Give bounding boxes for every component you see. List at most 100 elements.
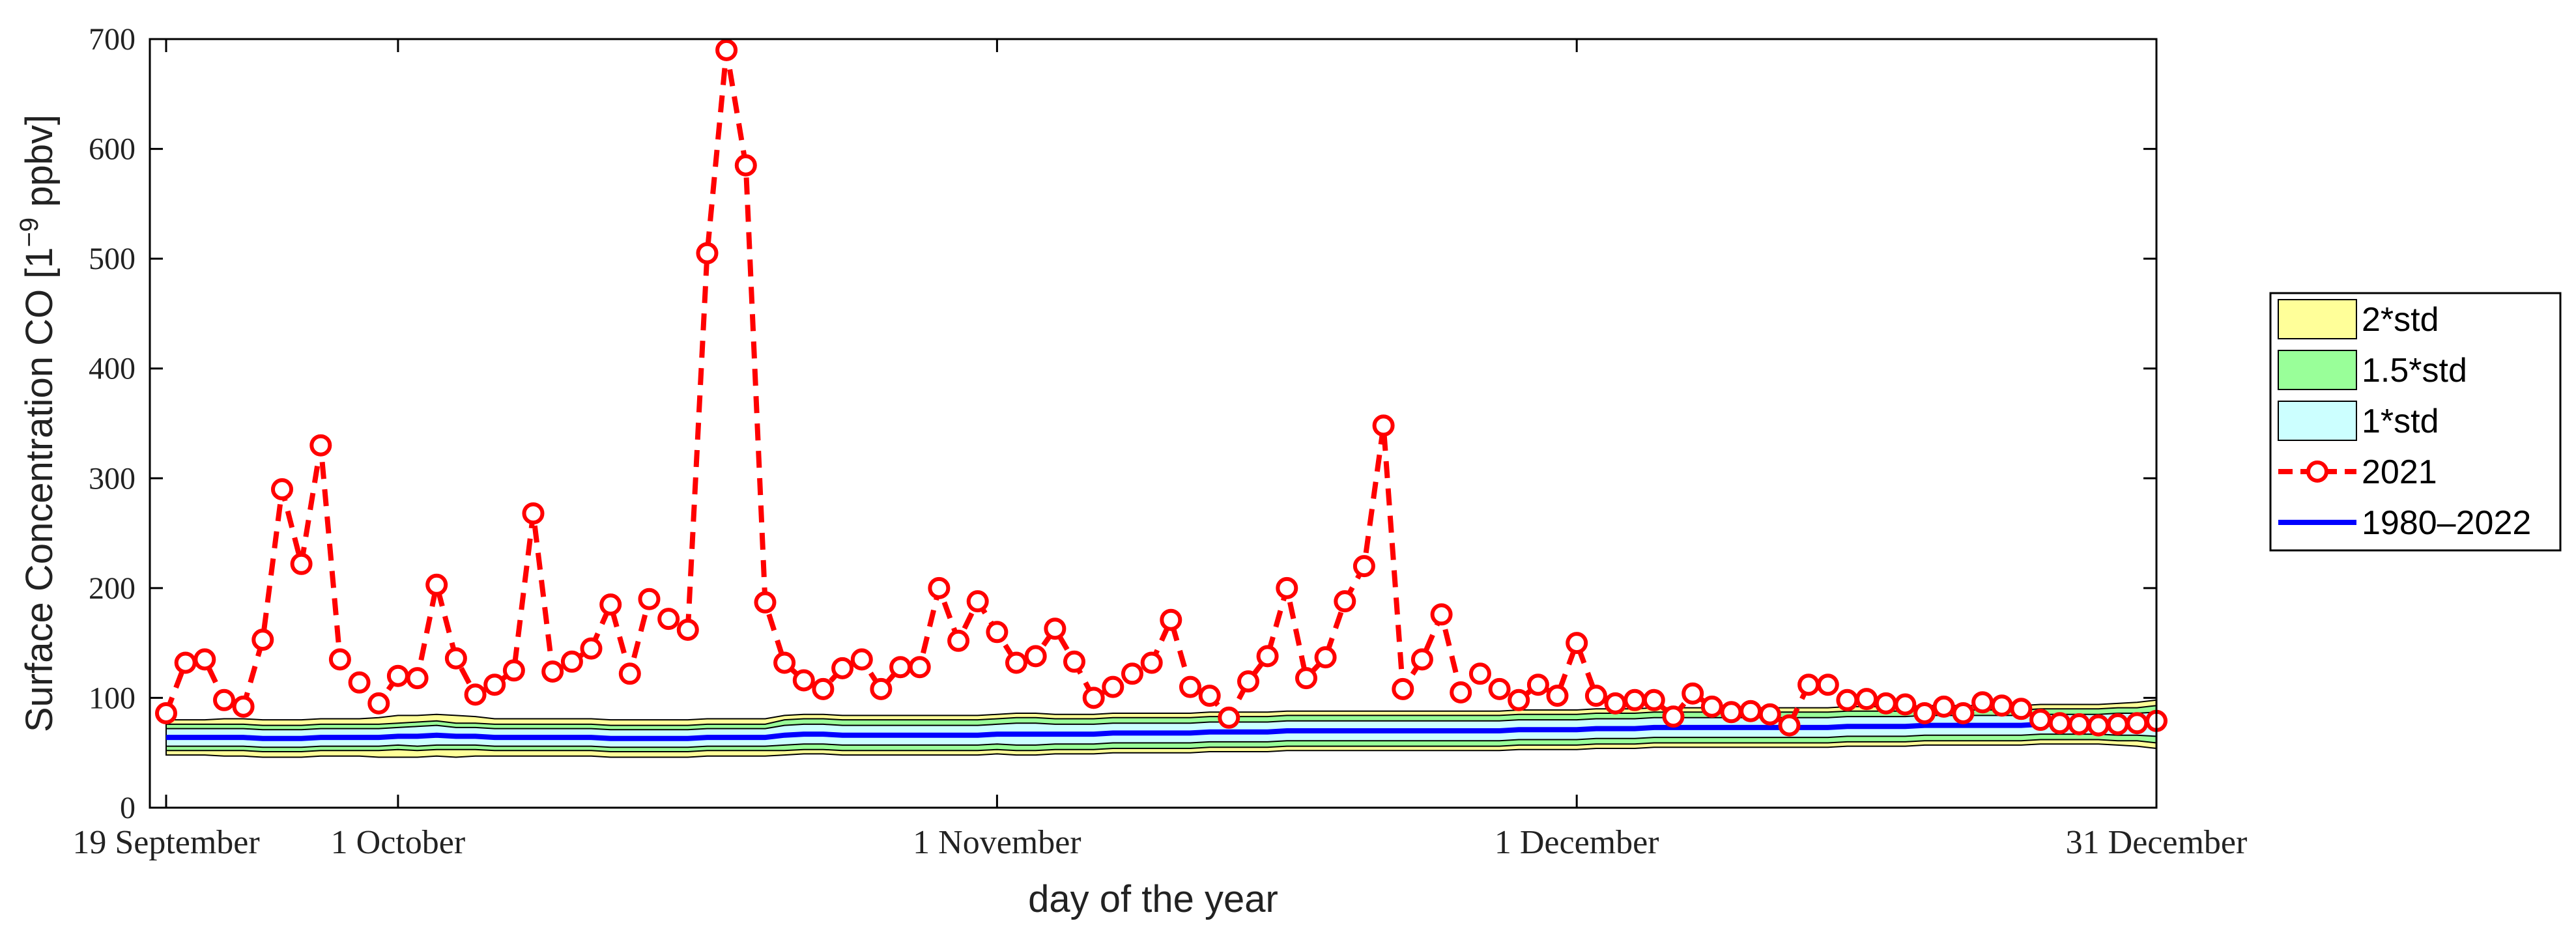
y-tick-label: 500 (89, 242, 136, 276)
point-2021 (1044, 617, 1066, 640)
point-2021 (1063, 650, 1085, 673)
point-2021 (386, 664, 409, 687)
point-2021 (1024, 645, 1047, 668)
point-2021 (773, 651, 796, 674)
legend-swatch (2278, 299, 2357, 339)
point-2021 (2126, 712, 2149, 735)
point-2021 (1468, 662, 1491, 685)
legend: 2*std 1.5*std 1*std 2021 1980–2022 (2269, 292, 2562, 552)
legend-swatch (2278, 401, 2357, 441)
point-2021 (638, 588, 661, 610)
point-2021 (1256, 645, 1279, 668)
x-tick-label: 19 September (72, 824, 259, 861)
point-2021 (2010, 698, 2033, 720)
point-2021 (2068, 713, 2091, 735)
point-2021 (908, 656, 931, 679)
point-2021 (541, 660, 564, 683)
point-2021 (1372, 414, 1395, 437)
point-2021 (889, 656, 912, 679)
point-2021 (367, 692, 390, 715)
point-2021 (232, 695, 255, 718)
point-2021 (676, 618, 699, 641)
point-2021 (483, 674, 506, 696)
point-2021 (1566, 632, 1588, 655)
series-2021 (155, 38, 2168, 737)
point-2021 (928, 576, 951, 599)
point-2021 (792, 669, 815, 692)
point-2021 (599, 593, 622, 616)
point-2021 (1005, 651, 1027, 674)
y-tick-label: 0 (120, 791, 136, 825)
point-2021 (1797, 674, 1820, 696)
legend-swatch (2278, 350, 2357, 390)
point-2021 (1546, 685, 1569, 707)
point-2021 (1836, 688, 1859, 711)
mean-line-1980-2022 (166, 721, 2156, 741)
point-2021 (1700, 695, 1723, 718)
point-2021 (328, 648, 351, 671)
point-2021 (1913, 702, 1936, 724)
point-2021 (580, 637, 603, 660)
point-2021 (1526, 674, 1549, 696)
point-2021 (1488, 677, 1511, 700)
y-axis-label: Surface Concentration CO [1−9 ppbv] (15, 115, 61, 732)
point-2021 (348, 671, 371, 694)
point-2021 (1276, 576, 1298, 599)
y-axis-ticks: 0 100 200 300 400 500 600 700 (89, 22, 2156, 825)
y-tick-label: 200 (89, 571, 136, 606)
point-2021 (522, 502, 545, 525)
point-2021 (1508, 688, 1530, 711)
point-2021 (1082, 687, 1105, 709)
point-2021 (2087, 714, 2110, 737)
point-2021 (464, 683, 487, 706)
point-2021 (715, 38, 738, 61)
point-2021 (870, 677, 893, 700)
point-2021 (1295, 667, 1317, 690)
point-2021 (1990, 694, 2013, 717)
point-2021 (1739, 700, 1762, 722)
point-2021 (1121, 662, 1143, 685)
point-2021 (1816, 674, 1839, 696)
x-tick-label: 1 November (913, 824, 1081, 861)
point-2021 (831, 657, 854, 679)
point-2021 (1855, 688, 1878, 711)
point-2021 (2048, 712, 2071, 735)
x-tick-label: 1 October (331, 824, 465, 861)
point-2021 (502, 659, 525, 682)
y-tick-label: 700 (89, 22, 136, 57)
point-2021 (425, 573, 448, 596)
y-axis-label-main: Surface Concentration CO [1 (18, 247, 61, 732)
mean-series (166, 721, 2156, 741)
point-2021 (1314, 646, 1337, 669)
point-2021 (174, 651, 197, 674)
point-2021 (1392, 677, 1414, 700)
point-2021 (1778, 714, 1801, 737)
x-tick-label: 31 December (2066, 824, 2248, 861)
legend-marker-2021 (2306, 461, 2328, 483)
plot-area (155, 38, 2168, 758)
y-axis-label-end: ppbv] (18, 115, 61, 218)
point-2021 (1952, 702, 1975, 724)
point-2021 (1584, 685, 1607, 707)
point-2021 (966, 590, 989, 613)
point-2021 (1720, 701, 1743, 724)
point-2021 (213, 688, 235, 711)
point-2021 (1874, 692, 1897, 715)
point-2021 (1894, 693, 1917, 716)
point-2021 (1334, 590, 1356, 613)
point-2021 (1932, 695, 1955, 718)
point-2021 (155, 702, 177, 724)
point-2021 (1604, 692, 1627, 715)
point-2021 (193, 648, 216, 671)
point-2021 (618, 662, 641, 685)
point-2021 (696, 242, 719, 264)
point-2021 (1102, 675, 1124, 698)
point-2021 (309, 434, 332, 457)
point-2021 (444, 647, 467, 670)
legend-label: 1.5*std (2362, 352, 2467, 390)
point-2021 (657, 608, 680, 631)
y-tick-label: 100 (89, 681, 136, 715)
y-tick-label: 600 (89, 132, 136, 167)
